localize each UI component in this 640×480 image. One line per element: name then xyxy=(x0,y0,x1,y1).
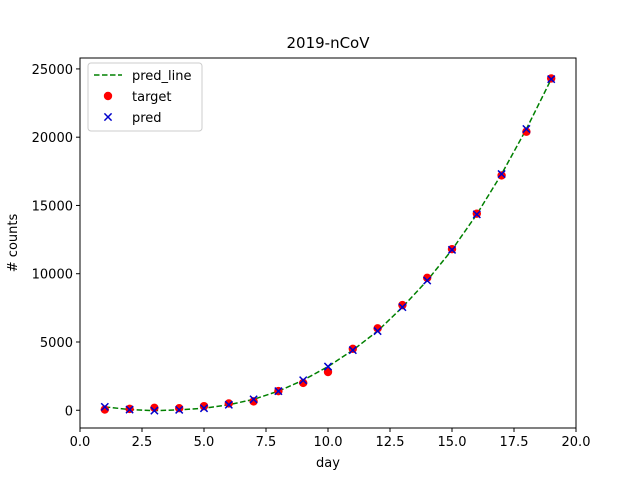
point-target xyxy=(175,404,184,413)
point-target xyxy=(100,405,110,414)
point-target xyxy=(497,171,506,180)
point-pred xyxy=(224,400,233,409)
point-pred-stroke xyxy=(249,395,258,404)
x-tick-label: 20.0 xyxy=(562,435,591,450)
point-pred-stroke xyxy=(472,210,481,219)
y-tick-label: 10000 xyxy=(32,268,73,283)
point-target xyxy=(249,397,258,406)
chart-title: 2019-nCoV xyxy=(286,34,370,52)
point-pred xyxy=(125,405,134,414)
y-tick-label: 5000 xyxy=(40,336,73,351)
x-tick-label: 15.0 xyxy=(438,435,467,450)
axis-ticks: 0.0 2.5 5.0 7.5 10.0 12.5 15.0 17.5 20.0 0 5000 100… xyxy=(32,63,591,450)
y-axis-label: # counts xyxy=(6,214,21,273)
point-pred xyxy=(249,395,258,404)
point-pred xyxy=(447,245,457,254)
point-target xyxy=(423,273,432,283)
point-pred xyxy=(547,75,556,84)
legend-swatch-target xyxy=(103,91,113,101)
point-pred xyxy=(100,402,109,411)
point-target xyxy=(398,300,407,310)
point-pred xyxy=(299,376,308,385)
point-pred-stroke xyxy=(447,245,457,254)
legend-label-target: target xyxy=(132,90,172,105)
point-pred-stroke xyxy=(150,406,159,415)
x-tick-label: 7.5 xyxy=(256,435,277,450)
point-pred xyxy=(175,405,184,414)
point-pred xyxy=(199,404,209,413)
point-pred xyxy=(522,124,531,134)
point-pred-stroke xyxy=(522,124,531,134)
x-tick-label: 5.0 xyxy=(194,435,215,450)
point-target xyxy=(348,344,357,354)
point-pred-stroke xyxy=(398,303,407,312)
point-pred-stroke xyxy=(547,75,556,84)
legend-swatch-stroke xyxy=(103,112,113,122)
point-pred-stroke xyxy=(274,387,283,396)
y-tick-label: 25000 xyxy=(32,63,73,78)
point-pred-stroke xyxy=(323,362,333,371)
x-tick-label: 12.5 xyxy=(376,435,405,450)
point-pred xyxy=(423,276,432,285)
legend-label-pred: pred xyxy=(132,111,162,126)
point-pred xyxy=(472,210,481,219)
y-tick-label: 20000 xyxy=(32,131,73,146)
x-tick-label: 17.5 xyxy=(500,435,529,450)
x-tick-label: 0.0 xyxy=(70,435,91,450)
point-pred-stroke xyxy=(175,405,184,414)
point-pred-stroke xyxy=(299,376,308,385)
point-target xyxy=(299,378,308,388)
point-pred-stroke xyxy=(423,276,432,285)
point-pred xyxy=(398,303,407,312)
legend-box xyxy=(87,62,203,132)
point-pred xyxy=(373,326,382,336)
point-pred xyxy=(274,387,283,396)
point-pred-stroke xyxy=(224,400,233,409)
y-tick-label: 0 xyxy=(65,404,73,419)
x-tick-label: 2.5 xyxy=(132,435,153,450)
plot-area xyxy=(100,74,556,415)
legend-label-pred-line: pred_line xyxy=(132,69,192,84)
point-pred-stroke xyxy=(497,169,506,179)
point-pred-stroke xyxy=(199,404,209,413)
x-tick-label: 10.0 xyxy=(314,435,343,450)
point-pred xyxy=(348,346,357,355)
point-pred xyxy=(150,406,159,415)
point-pred xyxy=(323,362,333,371)
point-pred-stroke xyxy=(125,405,134,414)
point-target xyxy=(199,401,209,411)
point-target xyxy=(323,367,333,377)
point-pred xyxy=(497,169,506,179)
point-target xyxy=(224,399,233,408)
point-pred-stroke xyxy=(373,326,382,336)
point-pred-stroke xyxy=(348,346,357,355)
point-pred-stroke xyxy=(100,402,109,411)
y-tick-label: 15000 xyxy=(32,199,73,214)
x-axis-label: day xyxy=(316,456,340,471)
point-target xyxy=(150,403,159,412)
point-target xyxy=(522,127,531,136)
point-target xyxy=(373,324,382,333)
legend-swatch-pred xyxy=(103,112,113,122)
